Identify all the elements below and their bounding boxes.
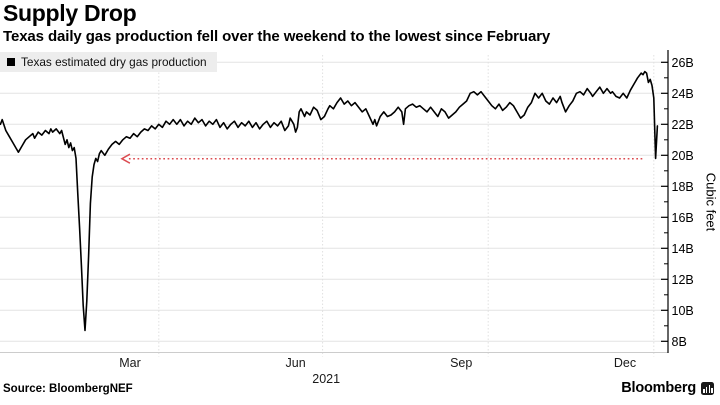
x-tick-label: Dec: [614, 356, 636, 370]
y-tick-label: 12B: [672, 273, 694, 287]
y-tick-label: 18B: [672, 180, 694, 194]
annotation-arrow-head-icon: [120, 153, 131, 164]
y-axis-title: Cubic feet: [704, 173, 719, 232]
brand-logo: Bloomberg: [621, 380, 714, 396]
page-title: Supply Drop: [3, 0, 137, 26]
y-tick-label: 14B: [672, 242, 694, 256]
y-tick-label: 8B: [672, 335, 687, 349]
x-tick-label: Sep: [450, 356, 472, 370]
y-tick-label: 16B: [672, 211, 694, 225]
source-label: Source: BloombergNEF: [3, 383, 133, 395]
y-tick-label: 22B: [672, 118, 694, 132]
legend-label: Texas estimated dry gas production: [21, 55, 207, 69]
y-tick-label: 26B: [672, 56, 694, 70]
legend: Texas estimated dry gas production: [0, 52, 217, 72]
y-tick-label: 10B: [672, 304, 694, 318]
brand-name: Bloomberg: [621, 380, 696, 396]
x-tick-label: Mar: [119, 356, 141, 370]
legend-swatch-icon: [7, 58, 15, 66]
production-line: [0, 70, 659, 332]
page-subtitle: Texas daily gas production fell over the…: [3, 28, 551, 45]
bloomberg-terminal-icon: [701, 381, 714, 395]
x-tick-label: Jun: [286, 356, 306, 370]
x-year-label: 2021: [312, 372, 340, 386]
y-tick-label: 24B: [672, 87, 694, 101]
y-tick-label: 20B: [672, 149, 694, 163]
